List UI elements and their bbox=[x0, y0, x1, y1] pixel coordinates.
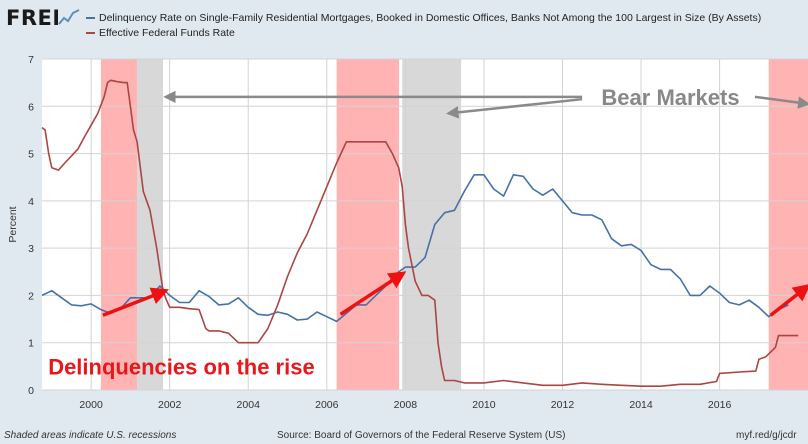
legend-swatch-delinquency bbox=[86, 17, 95, 20]
chart-header: FRED Delinquency Rate on Single-Family R… bbox=[0, 0, 808, 46]
y-axis-label: Percent bbox=[7, 206, 19, 242]
bear-market-band-1 bbox=[336, 59, 400, 390]
legend-item-fedfunds: Effective Federal Funds Rate bbox=[86, 27, 235, 39]
y-tick-label-3: 3 bbox=[28, 243, 34, 255]
y-tick-label-0: 0 bbox=[28, 385, 34, 397]
x-tick-label-2004: 2004 bbox=[237, 399, 261, 411]
red-arrow-0 bbox=[102, 287, 169, 317]
series-line-fedfunds bbox=[41, 79, 799, 388]
x-tick-label-2010: 2010 bbox=[472, 399, 496, 411]
red-arrow-2 bbox=[769, 283, 808, 317]
source-note: Source: Board of Governors of the Federa… bbox=[277, 430, 566, 441]
x-tick-label-2006: 2006 bbox=[315, 399, 339, 411]
x-tick-label-2012: 2012 bbox=[551, 399, 575, 411]
y-tick-label-7: 7 bbox=[28, 54, 34, 66]
x-tick-label-2008: 2008 bbox=[394, 399, 418, 411]
x-tick-label-2002: 2002 bbox=[158, 399, 182, 411]
x-tick-label-2016: 2016 bbox=[708, 399, 732, 411]
recession-band-0 bbox=[137, 59, 163, 390]
y-tick-label-1: 1 bbox=[28, 338, 34, 350]
bear-markets-annotation: Bear Markets bbox=[601, 85, 739, 110]
x-tick-label-2014: 2014 bbox=[629, 399, 653, 411]
y-tick-label-4: 4 bbox=[28, 196, 34, 208]
gray-arrow-1 bbox=[446, 97, 583, 119]
bear-market-band-2 bbox=[768, 59, 808, 390]
y-tick-label-6: 6 bbox=[28, 101, 34, 113]
legend-label-fedfunds: Effective Federal Funds Rate bbox=[99, 27, 235, 39]
y-tick-label-2: 2 bbox=[28, 290, 34, 302]
delinquencies-rising-annotation: Delinquencies on the rise bbox=[48, 354, 315, 379]
legend-label-delinquency: Delinquency Rate on Single-Family Reside… bbox=[99, 12, 762, 24]
y-tick-label-5: 5 bbox=[28, 149, 34, 161]
bear-market-band-0 bbox=[100, 59, 138, 390]
short-url: myf.red/g/jcdr bbox=[736, 430, 797, 441]
x-tick-label-2000: 2000 bbox=[79, 399, 103, 411]
legend-swatch-fedfunds bbox=[86, 32, 95, 35]
gray-arrow-2 bbox=[754, 95, 808, 109]
legend-item-delinquency: Delinquency Rate on Single-Family Reside… bbox=[86, 12, 761, 24]
recession-note: Shaded areas indicate U.S. recessions bbox=[4, 430, 177, 441]
recession-band-1 bbox=[402, 59, 462, 390]
trend-line-icon bbox=[58, 8, 80, 26]
red-arrow-1 bbox=[339, 271, 407, 316]
